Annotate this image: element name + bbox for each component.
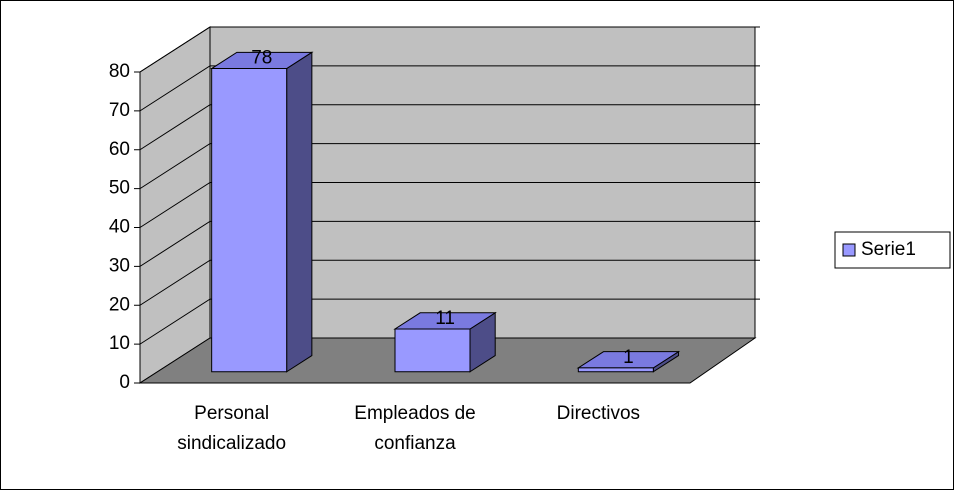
value-label: 1 <box>623 347 634 368</box>
x-tick-label: Directivos <box>556 403 641 424</box>
bar-side <box>286 51 313 373</box>
grid-line <box>139 220 760 267</box>
legend-label: Serie1 <box>861 239 916 260</box>
y-tick-label: 0 <box>119 372 130 393</box>
bar-front <box>211 68 288 373</box>
y-tick-label: 60 <box>109 139 130 160</box>
bar-front <box>577 367 654 373</box>
bar <box>576 350 681 373</box>
grid-line <box>139 259 760 306</box>
bar-front <box>394 328 471 373</box>
y-tick-label: 70 <box>109 100 130 121</box>
y-tick-label: 40 <box>109 217 130 238</box>
bar <box>209 51 314 373</box>
grid-line <box>139 26 760 73</box>
legend-swatch <box>842 243 856 257</box>
y-tick-label: 50 <box>109 178 130 199</box>
x-tick-label: Personal sindicalizado <box>177 403 287 454</box>
y-tick-label: 10 <box>109 333 130 354</box>
grid-line <box>139 298 760 345</box>
y-tick-label: 80 <box>109 61 130 82</box>
grid-line <box>139 143 760 190</box>
x-tick-label: Empleados de confianza <box>354 403 476 454</box>
value-label: 11 <box>435 308 455 329</box>
grid-line <box>139 65 760 112</box>
grid-line <box>139 104 760 151</box>
grid-line <box>139 182 760 228</box>
y-tick-label: 20 <box>109 294 130 315</box>
value-label: 78 <box>251 47 272 68</box>
y-tick-label: 30 <box>109 255 130 276</box>
bar <box>393 311 497 373</box>
